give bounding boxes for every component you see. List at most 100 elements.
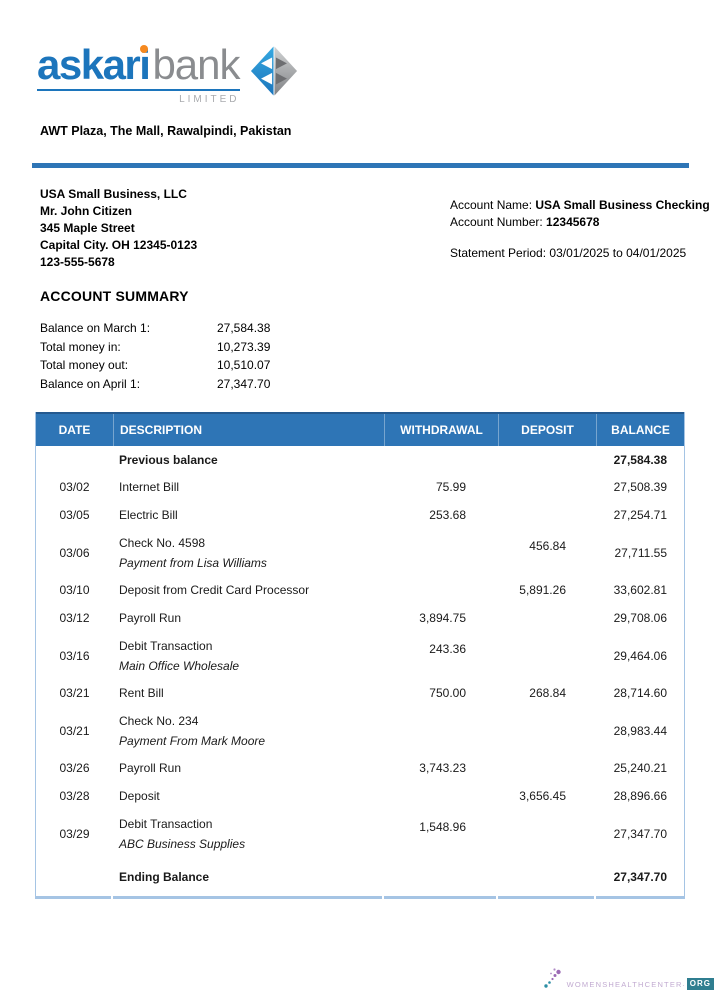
cell-deposit: [498, 754, 596, 782]
summary-value: 10,510.07: [217, 358, 271, 373]
cell-balance: 27,347.70: [613, 826, 667, 841]
cell-withdrawal: 243.36: [429, 642, 466, 656]
cell-deposit: [498, 473, 596, 501]
cell-withdrawal: 75.99: [435, 480, 466, 494]
border-segment: [36, 896, 113, 899]
header-withdrawal: WITHDRAWAL: [384, 414, 498, 446]
cell-date: 03/12: [59, 611, 90, 625]
cell-withdrawal: [384, 857, 498, 896]
cell-balance: 25,240.21: [613, 761, 667, 775]
description-line1: Payroll Run: [119, 611, 182, 625]
account-name-line: Account Name: USA Small Business Checkin…: [450, 197, 710, 214]
cell-deposit: [498, 604, 596, 632]
account-number-line: Account Number: 12345678: [450, 214, 710, 231]
cell-date: 03/02: [59, 480, 90, 494]
cell-withdrawal: [384, 782, 498, 810]
cell-description: Check No. 234 Payment From Mark Moore: [113, 707, 384, 754]
description-line1: Deposit: [119, 789, 160, 803]
table-row: 03/21 Check No. 234 Payment From Mark Mo…: [36, 707, 684, 754]
cell-description: Internet Bill: [113, 473, 384, 501]
cell-date: 03/28: [59, 789, 90, 803]
limited-label: LIMITED: [179, 94, 240, 105]
summary-label: Balance on March 1:: [40, 321, 151, 336]
cell-withdrawal: [384, 576, 498, 604]
account-number-value: 12345678: [546, 215, 600, 229]
table-row: 03/16 Debit Transaction Main Office Whol…: [36, 632, 684, 679]
header-deposit: DEPOSIT: [498, 414, 596, 446]
watermark-org-badge: ORG: [686, 978, 714, 990]
table-row: 03/10 Deposit from Credit Card Processor…: [36, 576, 684, 604]
wordmark-row: askari bank: [37, 41, 241, 91]
account-summary-title: ACCOUNT SUMMARY: [40, 288, 189, 304]
cell-balance: 29,464.06: [613, 648, 667, 663]
border-segment: [113, 896, 384, 899]
cell-withdrawal: 3,894.75: [419, 611, 466, 625]
table-row: Ending Balance 27,347.70: [36, 857, 684, 896]
cell-description: Previous balance: [113, 446, 384, 473]
cell-description: Debit Transaction Main Office Wholesale: [113, 632, 384, 679]
watermark-dot: .: [682, 979, 685, 988]
cell-description: Payroll Run: [113, 754, 384, 782]
cell-withdrawal: [384, 446, 498, 473]
cell-balance: 33,602.81: [613, 583, 667, 597]
table-row: 03/21 Rent Bill 750.00 268.84 28,714.60: [36, 679, 684, 707]
description-line1: Check No. 4598: [119, 535, 206, 550]
account-number-label: Account Number:: [450, 215, 547, 229]
cell-date: 03/21: [59, 686, 90, 700]
description-line1: Debit Transaction: [119, 816, 213, 831]
cell-withdrawal: 253.68: [429, 508, 466, 522]
orange-i-dot-icon: [140, 45, 149, 53]
table-row: 03/26 Payroll Run 3,743.23 25,240.21: [36, 754, 684, 782]
summary-rows: Balance on March 1: 27,584.38 Total money …: [40, 319, 270, 393]
description-line1: Payroll Run: [119, 761, 182, 775]
transactions-table: DATE DESCRIPTION WITHDRAWAL DEPOSIT BALA…: [35, 412, 685, 899]
description-line1: Electric Bill: [119, 508, 178, 522]
cell-description: Deposit from Credit Card Processor: [113, 576, 384, 604]
watermark-dots-icon: [543, 968, 561, 988]
cell-description: Rent Bill: [113, 679, 384, 707]
cell-date: 03/10: [59, 583, 90, 597]
summary-value: 27,347.70: [217, 377, 271, 392]
cell-description: Ending Balance: [113, 857, 384, 896]
cell-withdrawal: 1,548.96: [419, 820, 466, 834]
customer-block: USA Small Business, LLC Mr. John Citizen 3…: [40, 186, 197, 271]
summary-label: Total money in:: [40, 339, 121, 354]
cell-date: 03/29: [59, 826, 90, 841]
bank-address-line: AWT Plaza, The Mall, Rawalpindi, Pakista…: [40, 124, 292, 138]
table-row: 03/02 Internet Bill 75.99 27,508.39: [36, 473, 684, 501]
summary-label: Balance on April 1:: [40, 377, 141, 392]
account-name-value: USA Small Business Checking: [535, 198, 710, 212]
description-line1: Rent Bill: [119, 686, 164, 700]
cell-description: Deposit: [113, 782, 384, 810]
description-line1: Deposit from Credit Card Processor: [119, 583, 310, 597]
border-segment: [384, 896, 498, 899]
cell-date: 03/21: [59, 723, 90, 738]
table-row: Previous balance 27,584.38: [36, 446, 684, 473]
cell-deposit: [498, 632, 596, 679]
summary-row: Total money in: 10,273.39: [40, 338, 270, 357]
summary-value: 10,273.39: [217, 339, 271, 354]
cell-deposit: 5,891.26: [519, 583, 566, 597]
cell-date: 03/06: [59, 545, 90, 560]
account-info-block: Account Name: USA Small Business Checkin…: [450, 197, 710, 262]
womenshealthcenter-watermark: WOMENSHEALTHCENTER . ORG: [543, 965, 714, 990]
border-segment: [596, 896, 684, 899]
brand-bank-text: bank: [152, 41, 240, 88]
table-row: 03/12 Payroll Run 3,894.75 29,708.06: [36, 604, 684, 632]
description-line1: Ending Balance: [119, 869, 210, 884]
cell-withdrawal: 3,743.23: [419, 761, 466, 775]
description-line2: Payment From Mark Moore: [119, 733, 266, 748]
summary-value: 27,584.38: [217, 321, 271, 336]
cell-deposit: [498, 857, 596, 896]
table-row: 03/06 Check No. 4598 Payment from Lisa W…: [36, 529, 684, 576]
cell-date: 03/16: [59, 648, 90, 663]
cell-date: [36, 446, 113, 473]
cell-deposit: 268.84: [529, 686, 566, 700]
askari-diamond-logo-icon: [250, 46, 297, 95]
statement-period-label: Statement Period:: [450, 246, 550, 260]
cell-balance: 27,508.39: [613, 480, 667, 494]
summary-row: Balance on April 1: 27,347.70: [40, 375, 270, 394]
cell-balance: 27,584.38: [613, 452, 667, 467]
table-row: 03/28 Deposit 3,656.45 28,896.66: [36, 782, 684, 810]
